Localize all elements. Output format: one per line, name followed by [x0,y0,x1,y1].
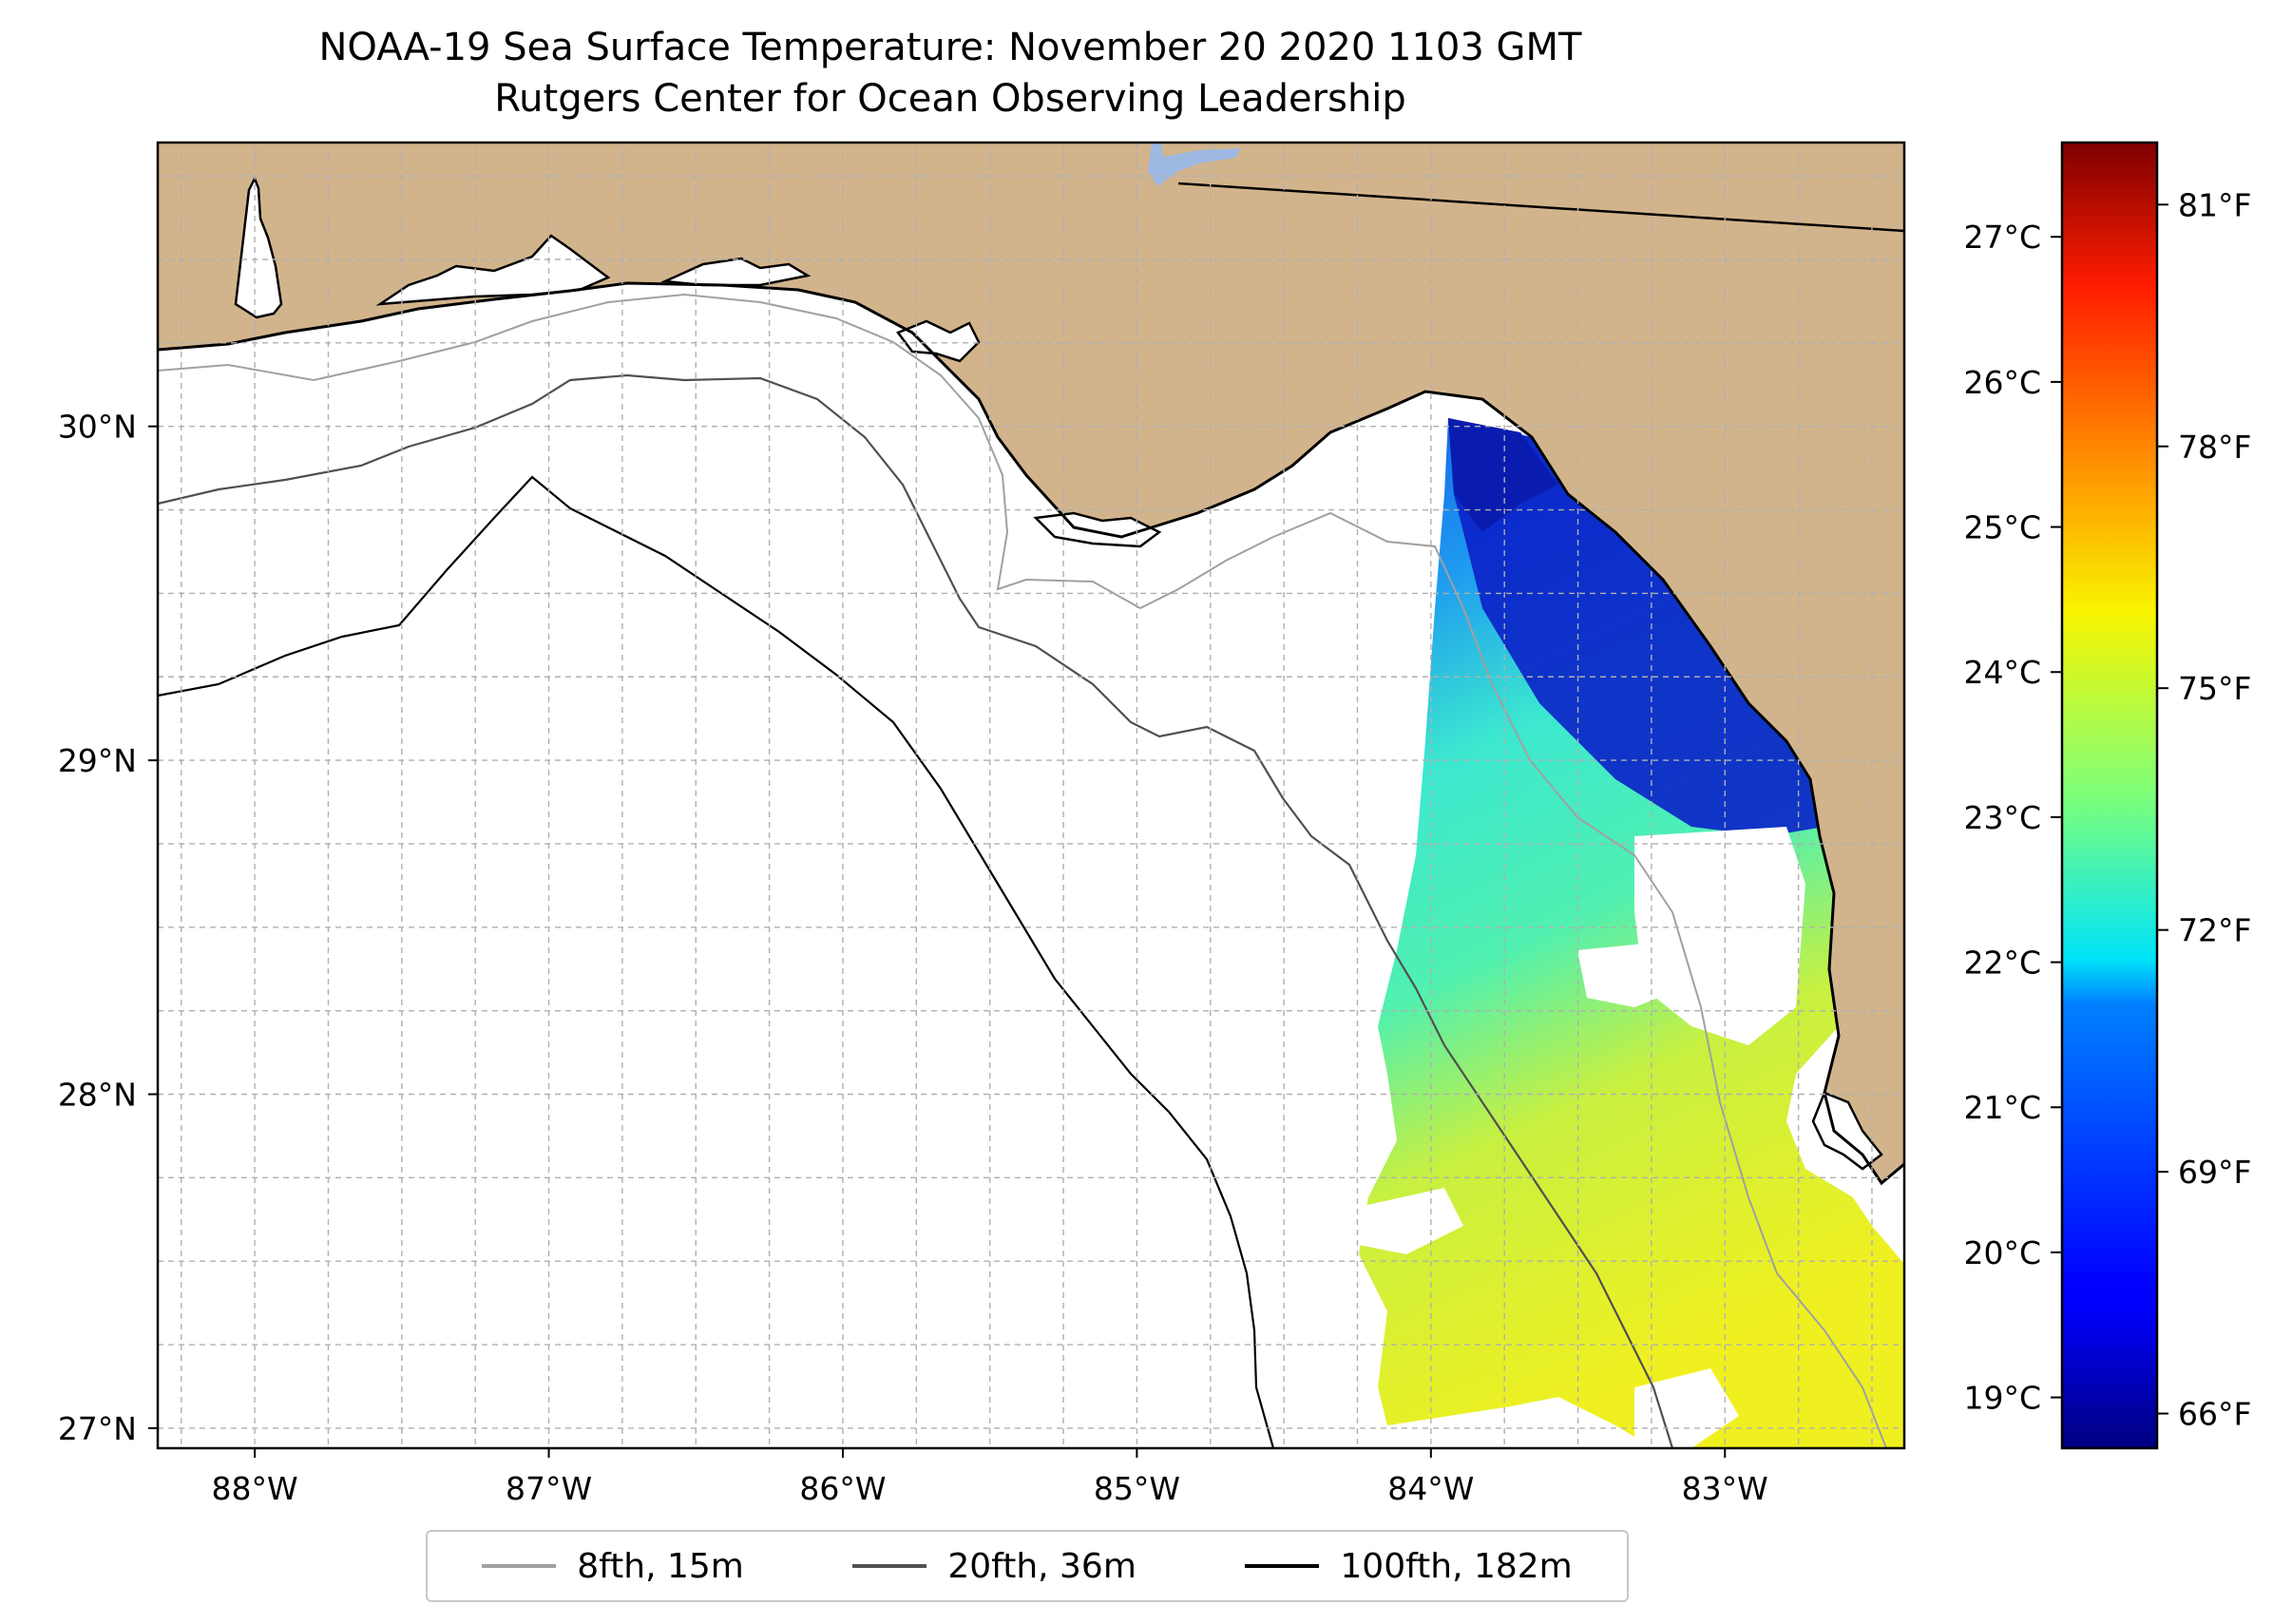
legend-swatch-8fth [482,1564,557,1568]
colorbar [2060,141,2159,1450]
lon-tick-label: 83°W [1682,1470,1768,1507]
lat-tick-label: 27°N [58,1410,137,1447]
celsius-tick-label: 21°C [1963,1089,2041,1126]
legend-label-20fth: 20fth, 36m [947,1546,1136,1586]
map-frame [156,141,1906,1450]
legend-label-8fth: 8fth, 15m [577,1546,744,1586]
celsius-tick-label: 23°C [1963,799,2041,836]
isobath-20fth-36m [158,373,1674,1448]
sst-swath [1359,418,1904,1448]
cold-nearshore-band [1448,418,1824,836]
map-title: NOAA-19 Sea Surface Temperature: Novembe… [318,26,1582,69]
fahrenheit-tick-label: 81°F [2178,186,2251,223]
lon-tick-label: 88°W [212,1470,298,1507]
legend-swatch-100fth [1245,1564,1320,1568]
celsius-tick-label: 19°C [1963,1380,2041,1417]
legend-swatch-20fth [852,1564,927,1568]
legend-label-100fth: 100fth, 182m [1340,1546,1573,1586]
state-border [1177,182,1904,233]
fahrenheit-tick-label: 75°F [2178,670,2251,707]
cloud-mask-1 [1634,827,1805,1045]
map-axes: 88°W 87°W 86°W 85°W 84°W 83°W 27°N 28°N 29°N 30°N [58,409,1768,1507]
cloud-mask-2 [1577,941,1682,1007]
lake [1148,143,1241,186]
lat-tick-label: 29°N [58,742,137,779]
fahrenheit-tick-label: 78°F [2178,429,2251,466]
st-andrew-bay [896,319,981,363]
lon-tick-label: 84°W [1387,1470,1474,1507]
cloud-mask-3 [1359,1188,1463,1254]
isobath-legend: 8fth, 15m 20fth, 36m 100fth, 182m [426,1530,1629,1602]
mobile-bay [234,175,283,319]
colorbar-ticks: 19°C 20°C 21°C 22°C 23°C 24°C 25°C 26°C 27°C 66°F… [1963,186,2251,1432]
fahrenheit-tick-label: 72°F [2178,912,2251,949]
legend-item-20fth: 20fth, 36m [852,1547,1136,1586]
cold-bigbend-band [1448,418,1558,532]
map-subtitle: Rutgers Center for Ocean Observing Leade… [494,77,1406,121]
cloud-mask-4 [1634,1368,1739,1448]
celsius-tick-label: 22°C [1963,945,2041,982]
lon-tick-label: 85°W [1094,1470,1180,1507]
fahrenheit-tick-label: 69°F [2178,1154,2251,1191]
celsius-tick-label: 27°C [1963,219,2041,256]
pensacola-bay [375,234,611,306]
celsius-tick-label: 25°C [1963,509,2041,546]
graticule [158,143,1904,1448]
coastline [158,281,1904,1186]
celsius-tick-label: 20°C [1963,1234,2041,1271]
celsius-tick-label: 26°C [1963,364,2041,401]
lat-tick-label: 28°N [58,1077,137,1114]
land-mass [158,143,1904,1183]
isobath-8fth-15m [158,293,1887,1448]
legend-item-8fth: 8fth, 15m [482,1547,744,1586]
legend-item-100fth: 100fth, 182m [1245,1546,1573,1586]
lon-tick-label: 86°W [799,1470,886,1507]
fahrenheit-tick-label: 66°F [2178,1396,2251,1433]
lat-tick-label: 30°N [58,409,137,446]
celsius-tick-label: 24°C [1963,654,2041,691]
lon-tick-label: 87°W [506,1470,592,1507]
